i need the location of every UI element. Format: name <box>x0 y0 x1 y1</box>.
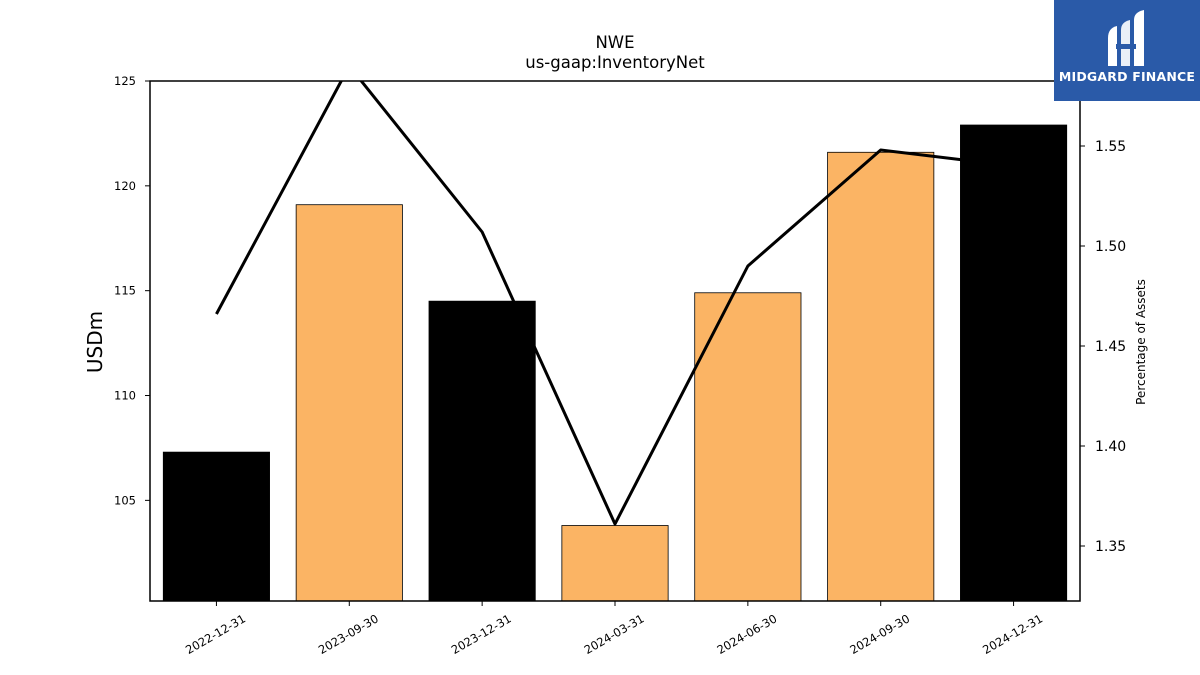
midgard-m-logo-icon <box>1108 10 1144 66</box>
y-axis-right: 1.35 1.40 1.45 1.50 1.55 <box>1080 139 1126 555</box>
logo-text: MIDGARD FINANCE <box>1058 69 1196 84</box>
y-tick-label: 115 <box>114 284 136 298</box>
x-tick-label: 2024-03-31 <box>582 611 647 657</box>
x-tick-label: 2024-09-30 <box>847 611 912 657</box>
x-tick-label: 2023-09-30 <box>316 611 381 657</box>
x-axis: 2022-12-31 2023-09-30 2023-12-31 2024-03-31… <box>183 601 1045 657</box>
bar-2024-12-31 <box>960 124 1068 602</box>
y2-tick-label: 1.50 <box>1095 239 1126 255</box>
bar-2024-06-30 <box>694 292 802 602</box>
y-tick-label: 105 <box>114 493 136 507</box>
y2-axis-label: Percentage of Assets <box>1134 279 1148 405</box>
y2-tick-label: 1.35 <box>1095 539 1126 555</box>
x-tick-label: 2023-12-31 <box>449 611 514 657</box>
y-tick-label: 120 <box>114 179 136 193</box>
y-tick-label: 125 <box>114 74 136 88</box>
y-axis-left: 105 110 115 120 125 <box>114 74 150 507</box>
bar-2023-12-31 <box>428 300 536 602</box>
x-tick-label: 2024-06-30 <box>714 611 779 657</box>
line-group <box>215 81 1014 526</box>
bar-2024-09-30 <box>827 151 935 602</box>
y-tick-label: 110 <box>114 389 136 403</box>
x-tick-label: 2024-12-31 <box>980 611 1045 657</box>
chart-subtitle: us-gaap:InventoryNet <box>525 53 705 72</box>
midgard-finance-logo: MIDGARD FINANCE <box>1054 0 1200 101</box>
y2-tick-label: 1.55 <box>1095 139 1126 155</box>
bars-group <box>162 124 1068 602</box>
bar-2023-09-30 <box>295 204 403 602</box>
x-tick-label: 2022-12-31 <box>183 611 248 657</box>
chart-title: NWE <box>595 33 634 52</box>
bar-2022-12-31 <box>162 451 270 602</box>
y2-tick-label: 1.40 <box>1095 439 1126 455</box>
y-axis-label: USDm <box>83 311 107 373</box>
percentage-line <box>215 81 1014 526</box>
bar-2024-03-31 <box>561 525 669 602</box>
y2-tick-label: 1.45 <box>1095 339 1126 355</box>
